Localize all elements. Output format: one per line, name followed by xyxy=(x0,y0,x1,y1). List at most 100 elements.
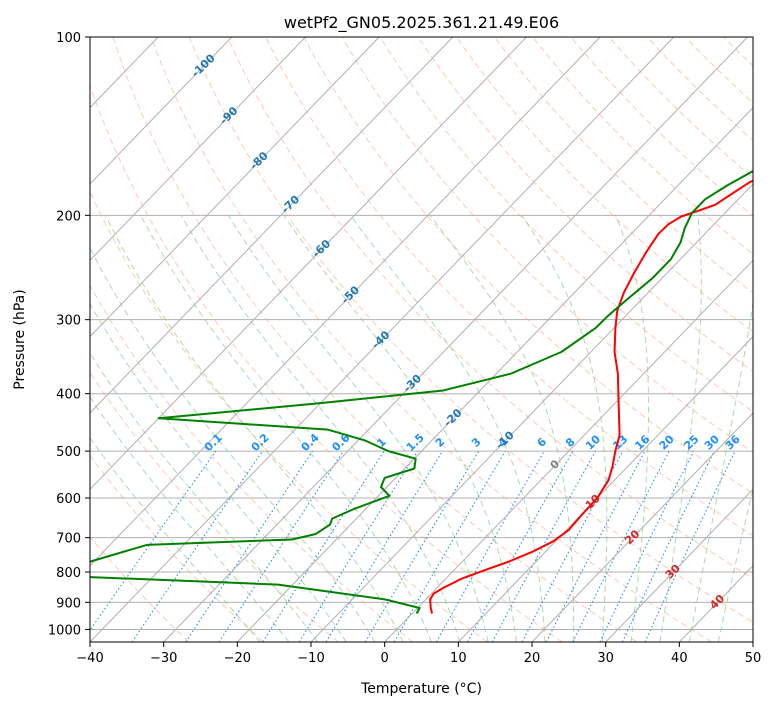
x-tick-label: −10 xyxy=(297,651,324,666)
dewpoint-profile xyxy=(90,169,753,615)
mixing-ratio-line xyxy=(467,450,574,642)
mixing-ratio-line xyxy=(185,450,314,642)
moist-adiabat-line xyxy=(283,215,517,642)
moist-adiabat-line xyxy=(227,215,489,642)
moist-adiabat-line xyxy=(429,215,575,642)
mixing-ratio-label: 3 xyxy=(469,435,484,450)
temperature-profile xyxy=(429,179,753,614)
mixing-ratio-line xyxy=(218,450,344,642)
moist-adiabat-line xyxy=(717,487,753,642)
mixing-ratio-lines xyxy=(90,450,736,642)
isotherm-line xyxy=(752,641,753,642)
dry-adiabat-line xyxy=(646,37,753,141)
dry-adiabat-line xyxy=(570,37,753,217)
x-tick-label: 50 xyxy=(745,651,762,666)
y-tick-label: 600 xyxy=(56,492,81,507)
isotherm-line xyxy=(90,37,233,185)
dry-adiabat-line xyxy=(608,37,753,179)
y-tick-label: 500 xyxy=(56,445,81,460)
mixing-ratio-label: 30 xyxy=(702,432,722,452)
x-tick-label: 0 xyxy=(381,651,389,666)
dry-adiabat-line xyxy=(762,37,775,642)
mixing-ratio-label: 1.5 xyxy=(404,431,427,454)
isotherm-line xyxy=(90,37,380,338)
dry-adiabat-line xyxy=(188,37,753,623)
dry-adiabat-line xyxy=(90,454,264,642)
x-axis-label: Temperature (°C) xyxy=(360,681,482,697)
mixing-ratio-label: 10 xyxy=(583,432,603,452)
dry-adiabat-line xyxy=(150,37,712,642)
mixing-ratio-label: 20 xyxy=(657,432,677,452)
moist-adiabat-line xyxy=(521,215,608,642)
moist-adiabat-line xyxy=(105,215,404,642)
mixing-ratio-line xyxy=(572,450,670,642)
y-tick-label: 700 xyxy=(56,532,81,547)
dry-adiabat-line xyxy=(90,84,563,642)
moist-adiabats xyxy=(90,215,753,642)
isotherm-line xyxy=(90,37,454,414)
mixing-ratio-line xyxy=(262,450,385,642)
profile-lines xyxy=(90,169,753,615)
y-tick-label: 800 xyxy=(56,566,81,581)
dry-adiabats xyxy=(90,37,775,642)
mixing-ratio-line xyxy=(90,450,217,632)
moist-adiabat-line xyxy=(90,352,319,642)
axes: −40 −30 −20 −10 0 10 20 30 40 5010020030040050060… xyxy=(48,31,761,666)
dry-adiabat-line xyxy=(684,37,753,104)
dry-adiabat-line xyxy=(265,37,753,537)
dry-adiabat-line xyxy=(532,37,753,255)
dry-adiabat-line xyxy=(341,37,753,453)
dry-adiabat-line xyxy=(456,37,753,333)
dry-adiabat-line xyxy=(303,37,753,495)
skewed-isotherms xyxy=(0,37,753,642)
mixing-ratio-line xyxy=(644,450,736,642)
mixing-ratio-line xyxy=(435,450,545,642)
x-tick-label: 10 xyxy=(450,651,467,666)
y-tick-label: 200 xyxy=(56,209,81,224)
y-tick-label: 100 xyxy=(56,31,81,46)
dry-adiabat-line xyxy=(417,37,753,373)
mixing-ratio-line xyxy=(621,450,715,642)
y-tick-label: 400 xyxy=(56,388,81,403)
mixing-ratio-label: 0.4 xyxy=(299,431,322,454)
mixing-ratio-line xyxy=(599,450,695,642)
y-axis-label: Pressure (hPa) xyxy=(12,289,28,389)
dry-adiabat-line xyxy=(90,190,488,642)
dry-adiabat-line xyxy=(90,371,339,642)
dry-adiabat-line xyxy=(723,37,753,67)
isotherm-line xyxy=(531,412,753,642)
mixing-ratio-label: 6 xyxy=(535,435,550,450)
x-tick-label: 20 xyxy=(524,651,541,666)
mixing-ratio-label: 16 xyxy=(632,432,652,452)
y-tick-label: 900 xyxy=(56,596,81,611)
isotherm-line xyxy=(384,259,753,642)
x-tick-label: 30 xyxy=(597,651,614,666)
moist-adiabat-line xyxy=(90,302,347,642)
dry-adiabat-line xyxy=(112,37,638,642)
isotherm-line xyxy=(90,37,527,491)
isotherm-line xyxy=(163,37,748,642)
mixing-ratio-label: 25 xyxy=(681,433,701,453)
y-tick-label: 1000 xyxy=(48,623,81,638)
dry-adiabat-line xyxy=(227,37,753,580)
y-tick-label: 300 xyxy=(56,314,81,329)
isotherm-line xyxy=(457,335,753,642)
moist-adiabat-line xyxy=(90,246,376,642)
isotherm-line xyxy=(90,37,675,642)
moist-adiabat-line xyxy=(180,215,461,642)
x-tick-label: 40 xyxy=(671,651,688,666)
isotherm-line xyxy=(236,106,753,642)
x-tick-label: −30 xyxy=(150,651,177,666)
x-tick-label: −40 xyxy=(76,651,103,666)
isotherm-line xyxy=(310,183,753,642)
mixing-ratio-line xyxy=(131,450,264,642)
plot-frame xyxy=(89,36,754,643)
moist-adiabat-line xyxy=(688,300,753,642)
isotherm-line xyxy=(90,37,601,567)
isotherm-line xyxy=(0,37,11,642)
line-labels: 0.1 0.2 0.4 0.6 1 1.5 2 3 4 6 8 10 13 16 20 25 30 36-100-… xyxy=(189,51,743,612)
moist-adiabat-line xyxy=(90,396,290,642)
mixing-ratio-label: 36 xyxy=(723,432,743,452)
isotherm-line xyxy=(90,37,306,262)
